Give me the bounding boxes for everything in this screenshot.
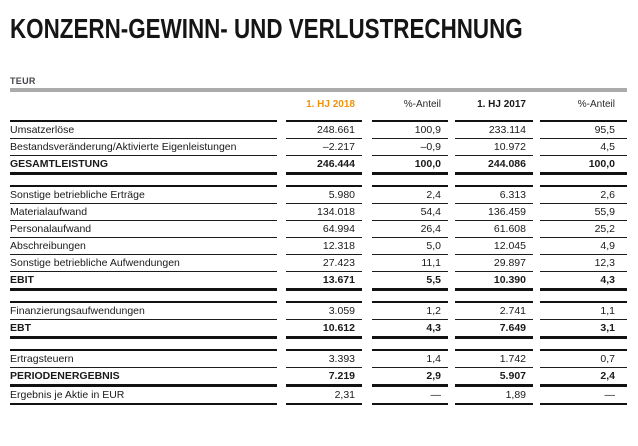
value-hj2018: 10.612 — [286, 319, 362, 339]
header-col-pct-2017: %-Anteil — [577, 99, 615, 110]
row-label: GESAMTLEISTUNG — [10, 155, 277, 175]
pct-hj2017: 100,0 — [540, 155, 627, 175]
table-row: Personalaufwand 64.994 26,4 61.608 25,2 — [10, 220, 627, 237]
pct-hj2017: 12,3 — [540, 254, 627, 271]
pct-hj2018: 26,4 — [372, 220, 448, 237]
value-hj2017: 10.390 — [455, 271, 533, 291]
table-row: Finanzierungsaufwendungen 3.059 1,2 2.741 1,… — [10, 301, 627, 319]
row-label: Ertragsteuern — [10, 349, 277, 367]
header-col-pct-2018: %-Anteil — [403, 99, 441, 110]
table-row: Bestandsveränderung/Aktivierte Eigenleis… — [10, 138, 627, 155]
table-row: Sonstige betriebliche Aufwendungen 27.423… — [10, 254, 627, 271]
value-hj2018: 64.994 — [286, 220, 362, 237]
row-label: Umsatzerlöse — [10, 120, 277, 138]
row-label: Personalaufwand — [10, 220, 277, 237]
value-hj2017: 2.741 — [455, 301, 533, 319]
value-hj2018: 27.423 — [286, 254, 362, 271]
pct-hj2017: 4,9 — [540, 237, 627, 254]
pct-hj2018: –0,9 — [372, 138, 448, 155]
value-hj2017: 29.897 — [455, 254, 533, 271]
pct-hj2017: 25,2 — [540, 220, 627, 237]
pct-hj2018: — — [372, 387, 448, 405]
pct-hj2017: 95,5 — [540, 120, 627, 138]
table-row: EBT 10.612 4,3 7.649 3,1 — [10, 319, 627, 339]
income-statement-table: Umsatzerlöse 248.661 100,9 233.114 95,5 Besta… — [10, 120, 627, 405]
pct-hj2017: 1,1 — [540, 301, 627, 319]
value-hj2017: 1.742 — [455, 349, 533, 367]
pct-hj2018: 5,5 — [372, 271, 448, 291]
table-row: Ergebnis je Aktie in EUR 2,31 — 1,89 — — [10, 387, 627, 405]
value-hj2017: 136.459 — [455, 203, 533, 220]
value-hj2017: 12.045 — [455, 237, 533, 254]
pct-hj2017: 4,3 — [540, 271, 627, 291]
row-label: Bestandsveränderung/Aktivierte Eigenleis… — [10, 138, 277, 155]
value-hj2017: 6.313 — [455, 185, 533, 203]
row-label: EBT — [10, 319, 277, 339]
row-label: PERIODENERGEBNIS — [10, 367, 277, 387]
row-label: Ergebnis je Aktie in EUR — [10, 387, 277, 405]
pct-hj2017: — — [540, 387, 627, 405]
pct-hj2018: 4,3 — [372, 319, 448, 339]
value-hj2017: 244.086 — [455, 155, 533, 175]
row-label: Materialaufwand — [10, 203, 277, 220]
header-col-hj2017: 1. HJ 2017 — [477, 99, 526, 110]
table-row: EBIT 13.671 5,5 10.390 4,3 — [10, 271, 627, 291]
value-hj2018: 248.661 — [286, 120, 362, 138]
value-hj2018: 7.219 — [286, 367, 362, 387]
row-label: EBIT — [10, 271, 277, 291]
value-hj2018: 2,31 — [286, 387, 362, 405]
pct-hj2017: 4,5 — [540, 138, 627, 155]
pct-hj2018: 100,9 — [372, 120, 448, 138]
value-hj2017: 1,89 — [455, 387, 533, 405]
pct-hj2018: 11,1 — [372, 254, 448, 271]
value-hj2018: 246.444 — [286, 155, 362, 175]
pct-hj2018: 1,2 — [372, 301, 448, 319]
section-gap — [10, 291, 627, 301]
table-row: Sonstige betriebliche Erträge 5.980 2,4 6.3… — [10, 185, 627, 203]
header-label-spacer — [10, 99, 277, 111]
value-hj2017: 5.907 — [455, 367, 533, 387]
header-col-hj2018: 1. HJ 2018 — [306, 99, 355, 110]
value-hj2018: 134.018 — [286, 203, 362, 220]
value-hj2018: 13.671 — [286, 271, 362, 291]
value-hj2017: 233.114 — [455, 120, 533, 138]
value-hj2017: 61.608 — [455, 220, 533, 237]
table-row: PERIODENERGEBNIS 7.219 2,9 5.907 2,4 — [10, 367, 627, 387]
row-label: Sonstige betriebliche Aufwendungen — [10, 254, 277, 271]
header-divider — [10, 88, 627, 92]
pct-hj2018: 1,4 — [372, 349, 448, 367]
pct-hj2018: 54,4 — [372, 203, 448, 220]
row-label: Sonstige betriebliche Erträge — [10, 185, 277, 203]
value-hj2018: –2.217 — [286, 138, 362, 155]
pct-hj2018: 5,0 — [372, 237, 448, 254]
table-row: Ertragsteuern 3.393 1,4 1.742 0,7 — [10, 349, 627, 367]
value-hj2018: 3.059 — [286, 301, 362, 319]
page-title: KONZERN-GEWINN- UND VERLUSTRECHNUNG — [10, 13, 523, 44]
table-header-row: 1. HJ 2018 %-Anteil 1. HJ 2017 %-Anteil — [10, 92, 627, 120]
unit-label: TEUR — [10, 76, 36, 86]
value-hj2018: 3.393 — [286, 349, 362, 367]
pct-hj2017: 3,1 — [540, 319, 627, 339]
pct-hj2017: 2,6 — [540, 185, 627, 203]
report-page: KONZERN-GEWINN- UND VERLUSTRECHNUNG TEUR… — [10, 13, 627, 405]
pct-hj2018: 100,0 — [372, 155, 448, 175]
table-row: GESAMTLEISTUNG 246.444 100,0 244.086 100,0 — [10, 155, 627, 175]
table-row: Abschreibungen 12.318 5,0 12.045 4,9 — [10, 237, 627, 254]
value-hj2017: 10.972 — [455, 138, 533, 155]
pct-hj2018: 2,9 — [372, 367, 448, 387]
section-gap — [10, 175, 627, 185]
value-hj2018: 12.318 — [286, 237, 362, 254]
pct-hj2017: 2,4 — [540, 367, 627, 387]
row-label: Abschreibungen — [10, 237, 277, 254]
section-gap — [10, 339, 627, 349]
pct-hj2017: 0,7 — [540, 349, 627, 367]
pct-hj2018: 2,4 — [372, 185, 448, 203]
table-row: Materialaufwand 134.018 54,4 136.459 55,9 — [10, 203, 627, 220]
pct-hj2017: 55,9 — [540, 203, 627, 220]
value-hj2018: 5.980 — [286, 185, 362, 203]
value-hj2017: 7.649 — [455, 319, 533, 339]
row-label: Finanzierungsaufwendungen — [10, 301, 277, 319]
table-row: Umsatzerlöse 248.661 100,9 233.114 95,5 — [10, 120, 627, 138]
